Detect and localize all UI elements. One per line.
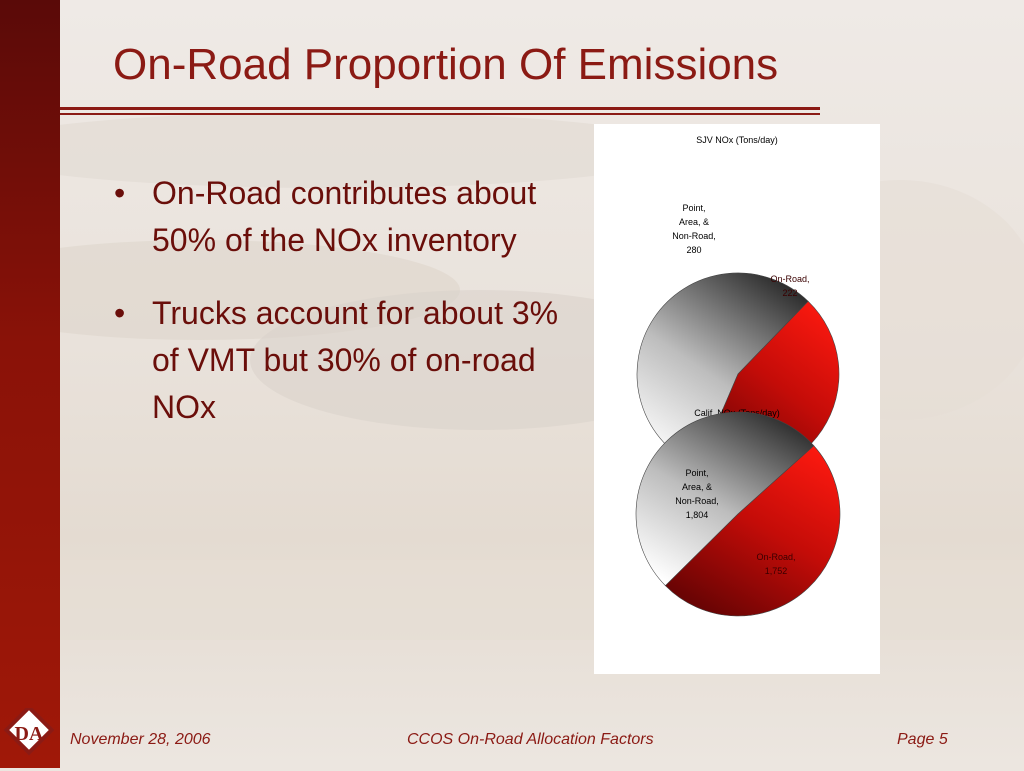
svg-text:DA: DA (15, 723, 44, 745)
pie-slice (636, 272, 809, 468)
pie-data-label: Point, (685, 468, 708, 478)
pie-slice (664, 445, 841, 617)
bullet-item: • Trucks account for about 3% of VMT but… (110, 290, 580, 431)
pie-data-label: 1,804 (686, 510, 709, 520)
pie-title: SJV NOx (Tons/day) (696, 135, 778, 145)
footer: November 28, 2006 CCOS On-Road Allocatio… (0, 727, 1024, 757)
pie-slice (635, 411, 815, 587)
pie-data-label: Area, & (682, 482, 712, 492)
bullet-list: • On-Road contributes about 50% of the N… (110, 170, 580, 457)
pie-data-label: Non-Road, (675, 496, 719, 506)
title-divider-bottom (60, 113, 820, 115)
title-divider-top (60, 107, 820, 110)
pie-charts-panel: SJV NOx (Tons/day) Point, Area, & Non-Road,… (594, 124, 880, 674)
footer-title: CCOS On-Road Allocation Factors (407, 731, 654, 748)
bullet-text: On-Road contributes about 50% of the NOx… (152, 175, 537, 258)
pie-data-label: Point, (682, 203, 705, 213)
footer-date: November 28, 2006 (70, 731, 211, 748)
company-logo: DA (2, 704, 55, 766)
bullet-dot-icon: • (114, 175, 126, 211)
bullet-text: Trucks account for about 3% of VMT but 3… (152, 295, 559, 425)
pie-data-label: On-Road, (770, 274, 809, 284)
bullet-dot-icon: • (114, 295, 126, 331)
pie-data-label: Non-Road, (672, 231, 716, 241)
page-title: On-Road Proportion Of Emissions (113, 40, 779, 89)
pie-data-label: On-Road, (756, 552, 795, 562)
pie-data-label: 280 (686, 245, 701, 255)
sidebar-band (0, 0, 60, 768)
pie-data-label: Area, & (679, 217, 709, 227)
pie-data-label: 1,752 (765, 566, 788, 576)
footer-page-number: Page 5 (897, 731, 948, 748)
bullet-item: • On-Road contributes about 50% of the N… (110, 170, 580, 264)
pie-charts-svg: SJV NOx (Tons/day) Point, Area, & Non-Road,… (635, 135, 841, 617)
pie-data-label: 222 (782, 288, 797, 298)
